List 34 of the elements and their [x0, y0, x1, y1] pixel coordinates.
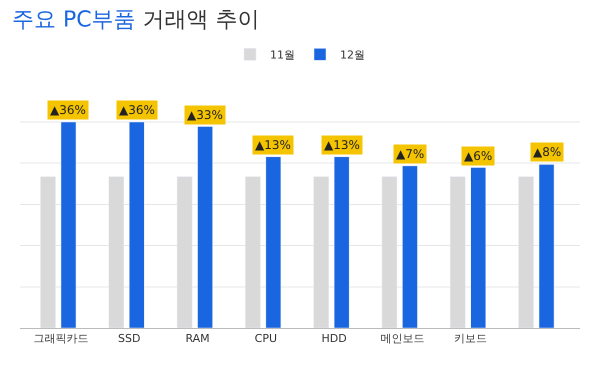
- bar: [402, 166, 418, 328]
- legend-label: 12월: [340, 48, 365, 62]
- bar: [450, 176, 466, 328]
- annotation: ▲6%: [464, 149, 492, 163]
- bar: [245, 176, 261, 328]
- x-tick-label: HDD: [322, 332, 347, 346]
- bar: [108, 176, 124, 328]
- x-tick-label: 키보드: [454, 332, 488, 346]
- chart-title: 주요 PC부품 거래액 추이: [12, 8, 260, 33]
- annotation: ▲8%: [533, 145, 562, 159]
- annotation: ▲13%: [324, 138, 360, 152]
- bar: [60, 122, 76, 328]
- x-tick-label: RAM: [185, 332, 210, 346]
- bar: [334, 156, 350, 328]
- bar: [538, 164, 554, 328]
- bar: [382, 176, 398, 328]
- x-tick-label: CPU: [254, 332, 278, 346]
- bar: [518, 176, 534, 328]
- bar: [197, 126, 213, 328]
- annotation: ▲36%: [119, 103, 155, 117]
- bar: [129, 122, 145, 328]
- bar: [176, 176, 192, 328]
- annotation: ▲7%: [396, 147, 424, 161]
- annotation: ▲36%: [50, 103, 86, 117]
- x-tick-label: 메인보드: [380, 332, 424, 346]
- x-tick-label: SSD: [118, 332, 140, 346]
- legend-label: 11월: [270, 48, 295, 62]
- x-tick-label: 그래픽카드: [33, 332, 88, 346]
- bar: [40, 176, 56, 328]
- bar: [266, 156, 282, 328]
- bar: [470, 167, 486, 328]
- annotation: ▲33%: [187, 108, 223, 122]
- bar: [313, 176, 329, 328]
- annotation: ▲13%: [255, 138, 291, 152]
